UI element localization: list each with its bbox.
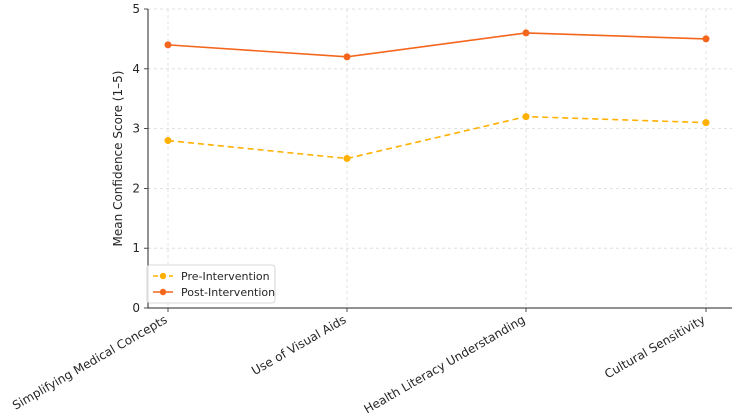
y-tick-label: 2 <box>132 181 140 195</box>
data-point <box>522 113 530 121</box>
y-tick-label: 5 <box>132 2 140 16</box>
legend-label: Pre-Intervention <box>181 270 270 283</box>
x-tick-label: Use of Visual Aids <box>249 312 348 377</box>
y-tick-label: 1 <box>132 241 140 255</box>
grid-lines <box>148 8 732 308</box>
legend-box <box>146 264 276 304</box>
y-tick-label: 3 <box>132 122 140 136</box>
y-tick-label: 0 <box>132 301 140 315</box>
y-axis-label: Mean Confidence Score (1–5) <box>111 71 125 247</box>
data-point <box>702 35 710 43</box>
data-point <box>522 29 530 37</box>
legend: Pre-Intervention Post-Intervention <box>146 264 276 304</box>
data-point <box>343 155 351 162</box>
y-tick-label: 4 <box>132 62 140 76</box>
legend-label: Post-Intervention <box>181 286 275 299</box>
x-tick-label: Cultural Sensitivity <box>602 312 707 381</box>
x-tick-label: Simplifying Medical Concepts <box>10 312 170 412</box>
x-tick-label: Health Literacy Understanding <box>362 312 528 416</box>
data-point <box>164 137 172 145</box>
legend-swatch-marker <box>159 288 167 296</box>
data-point <box>164 41 172 49</box>
y-tick-labels: 0 1 2 3 4 5 <box>132 2 140 315</box>
x-tick-labels: Simplifying Medical Concepts Use of Visua… <box>10 312 708 416</box>
data-point <box>702 119 710 127</box>
axes <box>144 8 732 312</box>
series-lines <box>164 29 710 162</box>
data-point <box>343 53 351 61</box>
legend-swatch-marker <box>159 272 167 280</box>
series-line-1 <box>167 115 707 160</box>
series-line-2 <box>167 32 707 58</box>
